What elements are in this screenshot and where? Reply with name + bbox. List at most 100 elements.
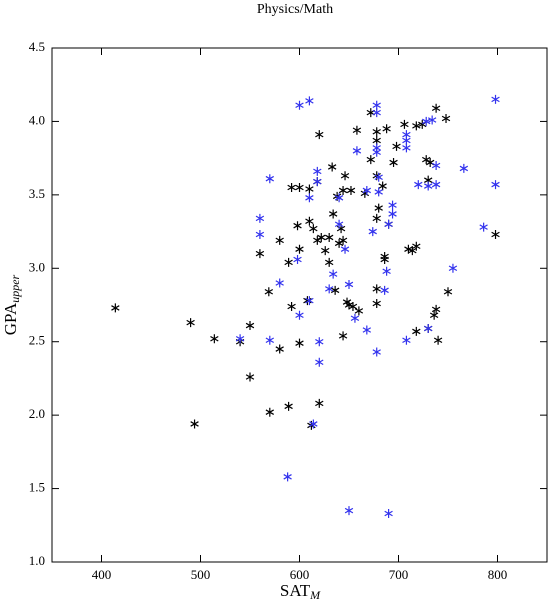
scatter-point (348, 301, 358, 311)
scatter-point (380, 254, 389, 264)
x-tick-label: 500 (191, 567, 211, 582)
scatter-point (235, 334, 245, 344)
scatter-point (265, 407, 274, 417)
scatter-point (190, 419, 199, 429)
y-tick-label: 1.5 (29, 480, 45, 495)
y-tick-label: 3.5 (29, 186, 45, 201)
scatter-point (372, 127, 381, 137)
scatter-point (264, 287, 274, 297)
scatter-point (412, 121, 421, 131)
scatter-point (448, 263, 458, 273)
scatter-point (352, 146, 362, 156)
scatter-point (366, 155, 375, 165)
plot-frame (51, 47, 548, 563)
scatter-point (384, 219, 393, 229)
x-axis-label: SATM (280, 581, 321, 602)
scatter-point (334, 193, 344, 203)
y-axis-label: GPAupper (1, 274, 22, 335)
scatter-point (374, 203, 383, 213)
scatter-point (325, 257, 334, 267)
scatter-point (424, 181, 433, 191)
scatter-point (275, 278, 284, 288)
scatter-point (388, 200, 397, 210)
scatter-point (389, 158, 398, 168)
scatter-point (443, 287, 453, 297)
scatter-point (284, 257, 293, 267)
scatter-point (305, 216, 314, 226)
y-tick-label: 3.0 (29, 259, 45, 274)
scatter-point (330, 285, 340, 295)
scatter-point (360, 188, 370, 198)
scatter-point (284, 401, 293, 411)
scatter-point (431, 304, 441, 314)
scatter-point (431, 103, 441, 113)
y-tick-label: 2.0 (29, 406, 45, 421)
scatter-point (491, 94, 500, 104)
scatter-point (265, 174, 274, 184)
scatter-point (305, 193, 314, 203)
scatter-point (325, 232, 334, 242)
y-tick-label: 4.0 (29, 112, 45, 127)
scatter-point (392, 141, 401, 151)
scatter-point (287, 183, 296, 193)
scatter-point (402, 335, 411, 345)
y-axis-label-sub: upper (8, 274, 22, 302)
scatter-point (328, 209, 338, 219)
scatter-point (378, 181, 387, 191)
scatter-point (382, 124, 391, 134)
scatter-point (354, 306, 364, 316)
scatter-point (372, 213, 381, 223)
scatter-point (362, 325, 372, 335)
scatter-point (374, 172, 383, 182)
scatter-point (111, 303, 120, 313)
scatter-point (334, 219, 344, 229)
scatter-point (186, 318, 195, 328)
scatter-point (441, 113, 451, 123)
scatter-point (293, 254, 302, 264)
scatter-point (327, 162, 337, 172)
chart-title: Physics/Math (257, 2, 333, 17)
scatter-point (275, 344, 284, 354)
scatter-point (388, 209, 397, 219)
scatter-point (325, 284, 334, 294)
scatter-point (313, 177, 322, 187)
scatter-point (491, 230, 500, 240)
scatter-point (431, 180, 441, 190)
scatter-point (338, 185, 348, 195)
scatter-point (255, 249, 265, 259)
scatter-point (328, 269, 338, 279)
scatter-point (427, 115, 437, 125)
scatter-point (295, 338, 304, 348)
scatter-point (315, 130, 324, 140)
scatter-point (414, 180, 423, 190)
scatter-point (404, 244, 413, 254)
x-tick-label: 800 (488, 567, 508, 582)
scatter-point (346, 185, 356, 195)
scatter-point (344, 300, 354, 310)
scatter-point (382, 266, 391, 276)
scatter-point (255, 230, 265, 240)
scatter-point (366, 108, 375, 118)
scatter-point (265, 335, 274, 345)
scatter-point (380, 285, 389, 295)
scatter-point (352, 125, 362, 135)
scatter-point (309, 419, 318, 429)
x-axis-label-sub: M (309, 588, 321, 602)
y-tick-label: 1.0 (29, 553, 45, 568)
x-axis-label-main: SAT (280, 581, 311, 600)
scatter-point (374, 187, 383, 197)
scatter-point (315, 337, 324, 347)
scatter-point (384, 509, 393, 519)
scatter-point (321, 246, 330, 256)
scatter-point (340, 244, 350, 254)
scatter-point (305, 296, 314, 306)
scatter-point (275, 235, 284, 245)
scatter-point (402, 143, 411, 153)
scatter-point (315, 357, 324, 367)
scatter-point (340, 171, 350, 181)
scatter-point (210, 334, 219, 344)
scatter-point (245, 321, 255, 331)
scatter-point (372, 108, 381, 118)
scatter-point (342, 297, 352, 307)
scatter-point (400, 119, 409, 129)
